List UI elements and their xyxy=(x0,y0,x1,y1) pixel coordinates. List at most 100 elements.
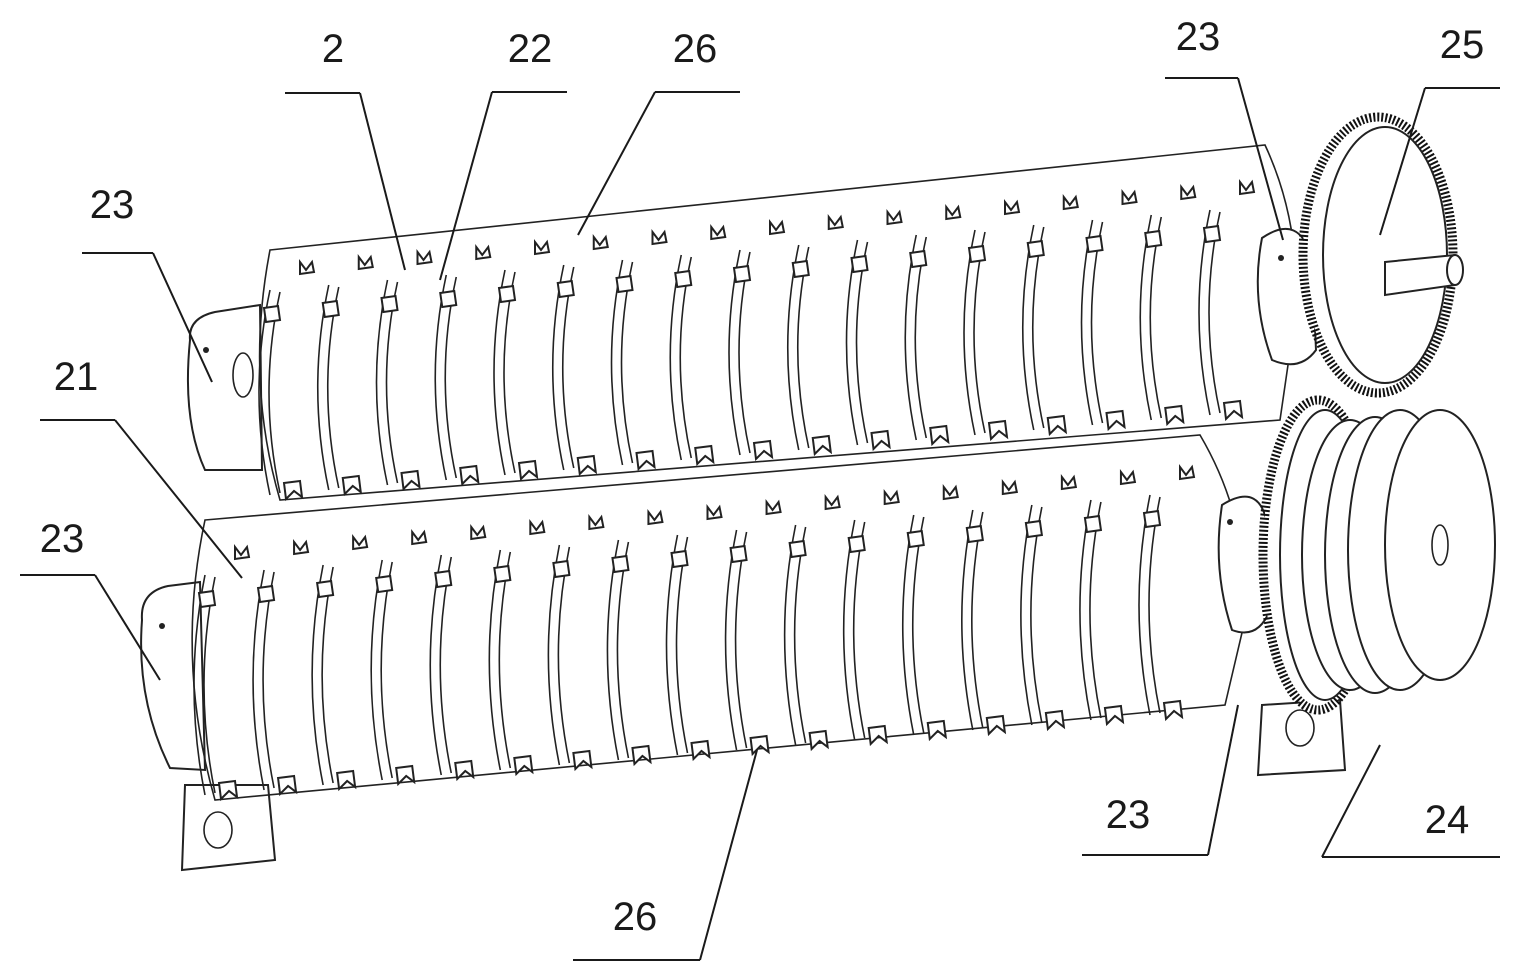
upper-bottom-tooth xyxy=(1224,401,1242,419)
lower-back-tooth xyxy=(1121,472,1135,484)
lower-back-tooth xyxy=(767,502,781,514)
lower-disc-inner-edge xyxy=(499,552,510,768)
lower-back-tooth xyxy=(648,512,662,524)
upper-back-tooth xyxy=(1181,187,1195,199)
label-25: 25 xyxy=(1440,23,1485,67)
lower-bottom-tooth xyxy=(928,721,946,739)
lower-disc-inner-edge xyxy=(677,537,688,753)
upper-bottom-tooth xyxy=(1165,406,1183,424)
lower-top-tooth xyxy=(553,561,569,577)
lower-disc-inner-edge xyxy=(1031,507,1042,723)
upper-bottom-tooth xyxy=(343,476,361,494)
lower-top-tooth xyxy=(199,591,215,607)
upper-top-tooth xyxy=(1028,241,1044,257)
lower-disc-inner-edge xyxy=(795,527,806,743)
upper-back-tooth xyxy=(711,227,725,239)
lower-disc-inner-edge xyxy=(1149,497,1160,713)
upper-bottom-tooth xyxy=(460,466,478,484)
upper-back-tooth xyxy=(1005,202,1019,214)
lower-top-tooth xyxy=(1144,511,1160,527)
upper-roller xyxy=(188,145,1316,500)
label-22: 22 xyxy=(508,27,553,71)
lower-top-tooth xyxy=(435,571,451,587)
lower-disc-inner-edge xyxy=(972,512,983,728)
lower-disc-inner-edge xyxy=(913,517,924,733)
label-24: 24 xyxy=(1425,798,1470,842)
lower-bottom-tooth xyxy=(810,731,828,749)
lower-cutter-discs xyxy=(194,467,1194,799)
lower-bottom-tooth xyxy=(751,736,769,754)
lower-gear-pulley xyxy=(1263,400,1495,710)
upper-top-tooth xyxy=(617,276,633,292)
label-26-bottom: 26 xyxy=(613,895,658,939)
label-21: 21 xyxy=(54,355,99,399)
upper-bottom-tooth xyxy=(637,451,655,469)
lower-bottom-tooth xyxy=(1164,701,1182,719)
upper-back-tooth xyxy=(418,252,432,264)
lower-top-tooth xyxy=(967,526,983,542)
upper-top-tooth xyxy=(910,251,926,267)
lower-back-tooth xyxy=(294,542,308,554)
upper-back-tooth xyxy=(1123,192,1137,204)
lower-back-tooth xyxy=(1062,477,1076,489)
lower-right-mount-foot xyxy=(1258,700,1345,775)
label-2: 2 xyxy=(322,27,344,71)
upper-top-tooth xyxy=(1204,226,1220,242)
upper-top-tooth xyxy=(852,256,868,272)
lower-bottom-tooth xyxy=(869,726,887,744)
label-23-left-lower: 23 xyxy=(40,517,85,561)
upper-back-tooth xyxy=(770,222,784,234)
lower-disc-inner-edge xyxy=(854,522,865,738)
lower-back-tooth xyxy=(944,487,958,499)
lower-left-mount-foot xyxy=(182,785,275,870)
lower-left-bearing-housing xyxy=(141,582,205,770)
upper-back-tooth xyxy=(476,247,490,259)
upper-back-tooth xyxy=(829,217,843,229)
upper-top-tooth xyxy=(499,286,515,302)
lower-bottom-tooth xyxy=(278,776,296,794)
lower-top-tooth xyxy=(790,541,806,557)
upper-back-tooth xyxy=(300,262,314,274)
upper-gear-shaft-end xyxy=(1447,255,1463,285)
lower-right-bearing-bolt xyxy=(1227,519,1233,525)
upper-top-tooth xyxy=(264,306,280,322)
upper-bottom-tooth xyxy=(754,441,772,459)
upper-left-bearing-bolt xyxy=(203,347,209,353)
upper-top-tooth xyxy=(675,271,691,287)
upper-right-bearing-bolt xyxy=(1278,255,1284,261)
upper-bottom-tooth xyxy=(402,471,420,489)
lower-left-bearing-bolt xyxy=(159,623,165,629)
lower-top-tooth xyxy=(612,556,628,572)
upper-bottom-tooth xyxy=(695,446,713,464)
upper-gear-face xyxy=(1323,127,1447,383)
upper-back-tooth xyxy=(888,212,902,224)
lower-back-tooth xyxy=(885,492,899,504)
upper-bottom-tooth xyxy=(1107,411,1125,429)
upper-bottom-tooth xyxy=(813,436,831,454)
label-23-top-right: 23 xyxy=(1176,15,1221,59)
upper-top-tooth xyxy=(969,246,985,262)
lower-back-tooth xyxy=(1003,482,1017,494)
lower-disc-inner-edge xyxy=(381,562,392,778)
lower-bottom-tooth xyxy=(1105,706,1123,724)
upper-bottom-tooth xyxy=(284,481,302,499)
upper-bottom-tooth xyxy=(519,461,537,479)
label-26-top: 26 xyxy=(673,27,718,71)
lower-top-tooth xyxy=(258,586,274,602)
upper-top-tooth xyxy=(734,266,750,282)
upper-back-tooth xyxy=(359,257,373,269)
lower-top-tooth xyxy=(317,581,333,597)
pulley-face xyxy=(1385,410,1495,680)
lower-top-tooth xyxy=(494,566,510,582)
lower-back-tooth xyxy=(353,537,367,549)
upper-bottom-tooth xyxy=(930,426,948,444)
upper-back-tooth xyxy=(535,242,549,254)
upper-bottom-tooth xyxy=(1048,416,1066,434)
lower-back-tooth xyxy=(708,507,722,519)
label-23-left-upper: 23 xyxy=(90,183,135,227)
lower-bottom-tooth xyxy=(573,751,591,769)
upper-gear xyxy=(1303,117,1463,393)
upper-top-tooth xyxy=(382,296,398,312)
upper-top-tooth xyxy=(1087,236,1103,252)
